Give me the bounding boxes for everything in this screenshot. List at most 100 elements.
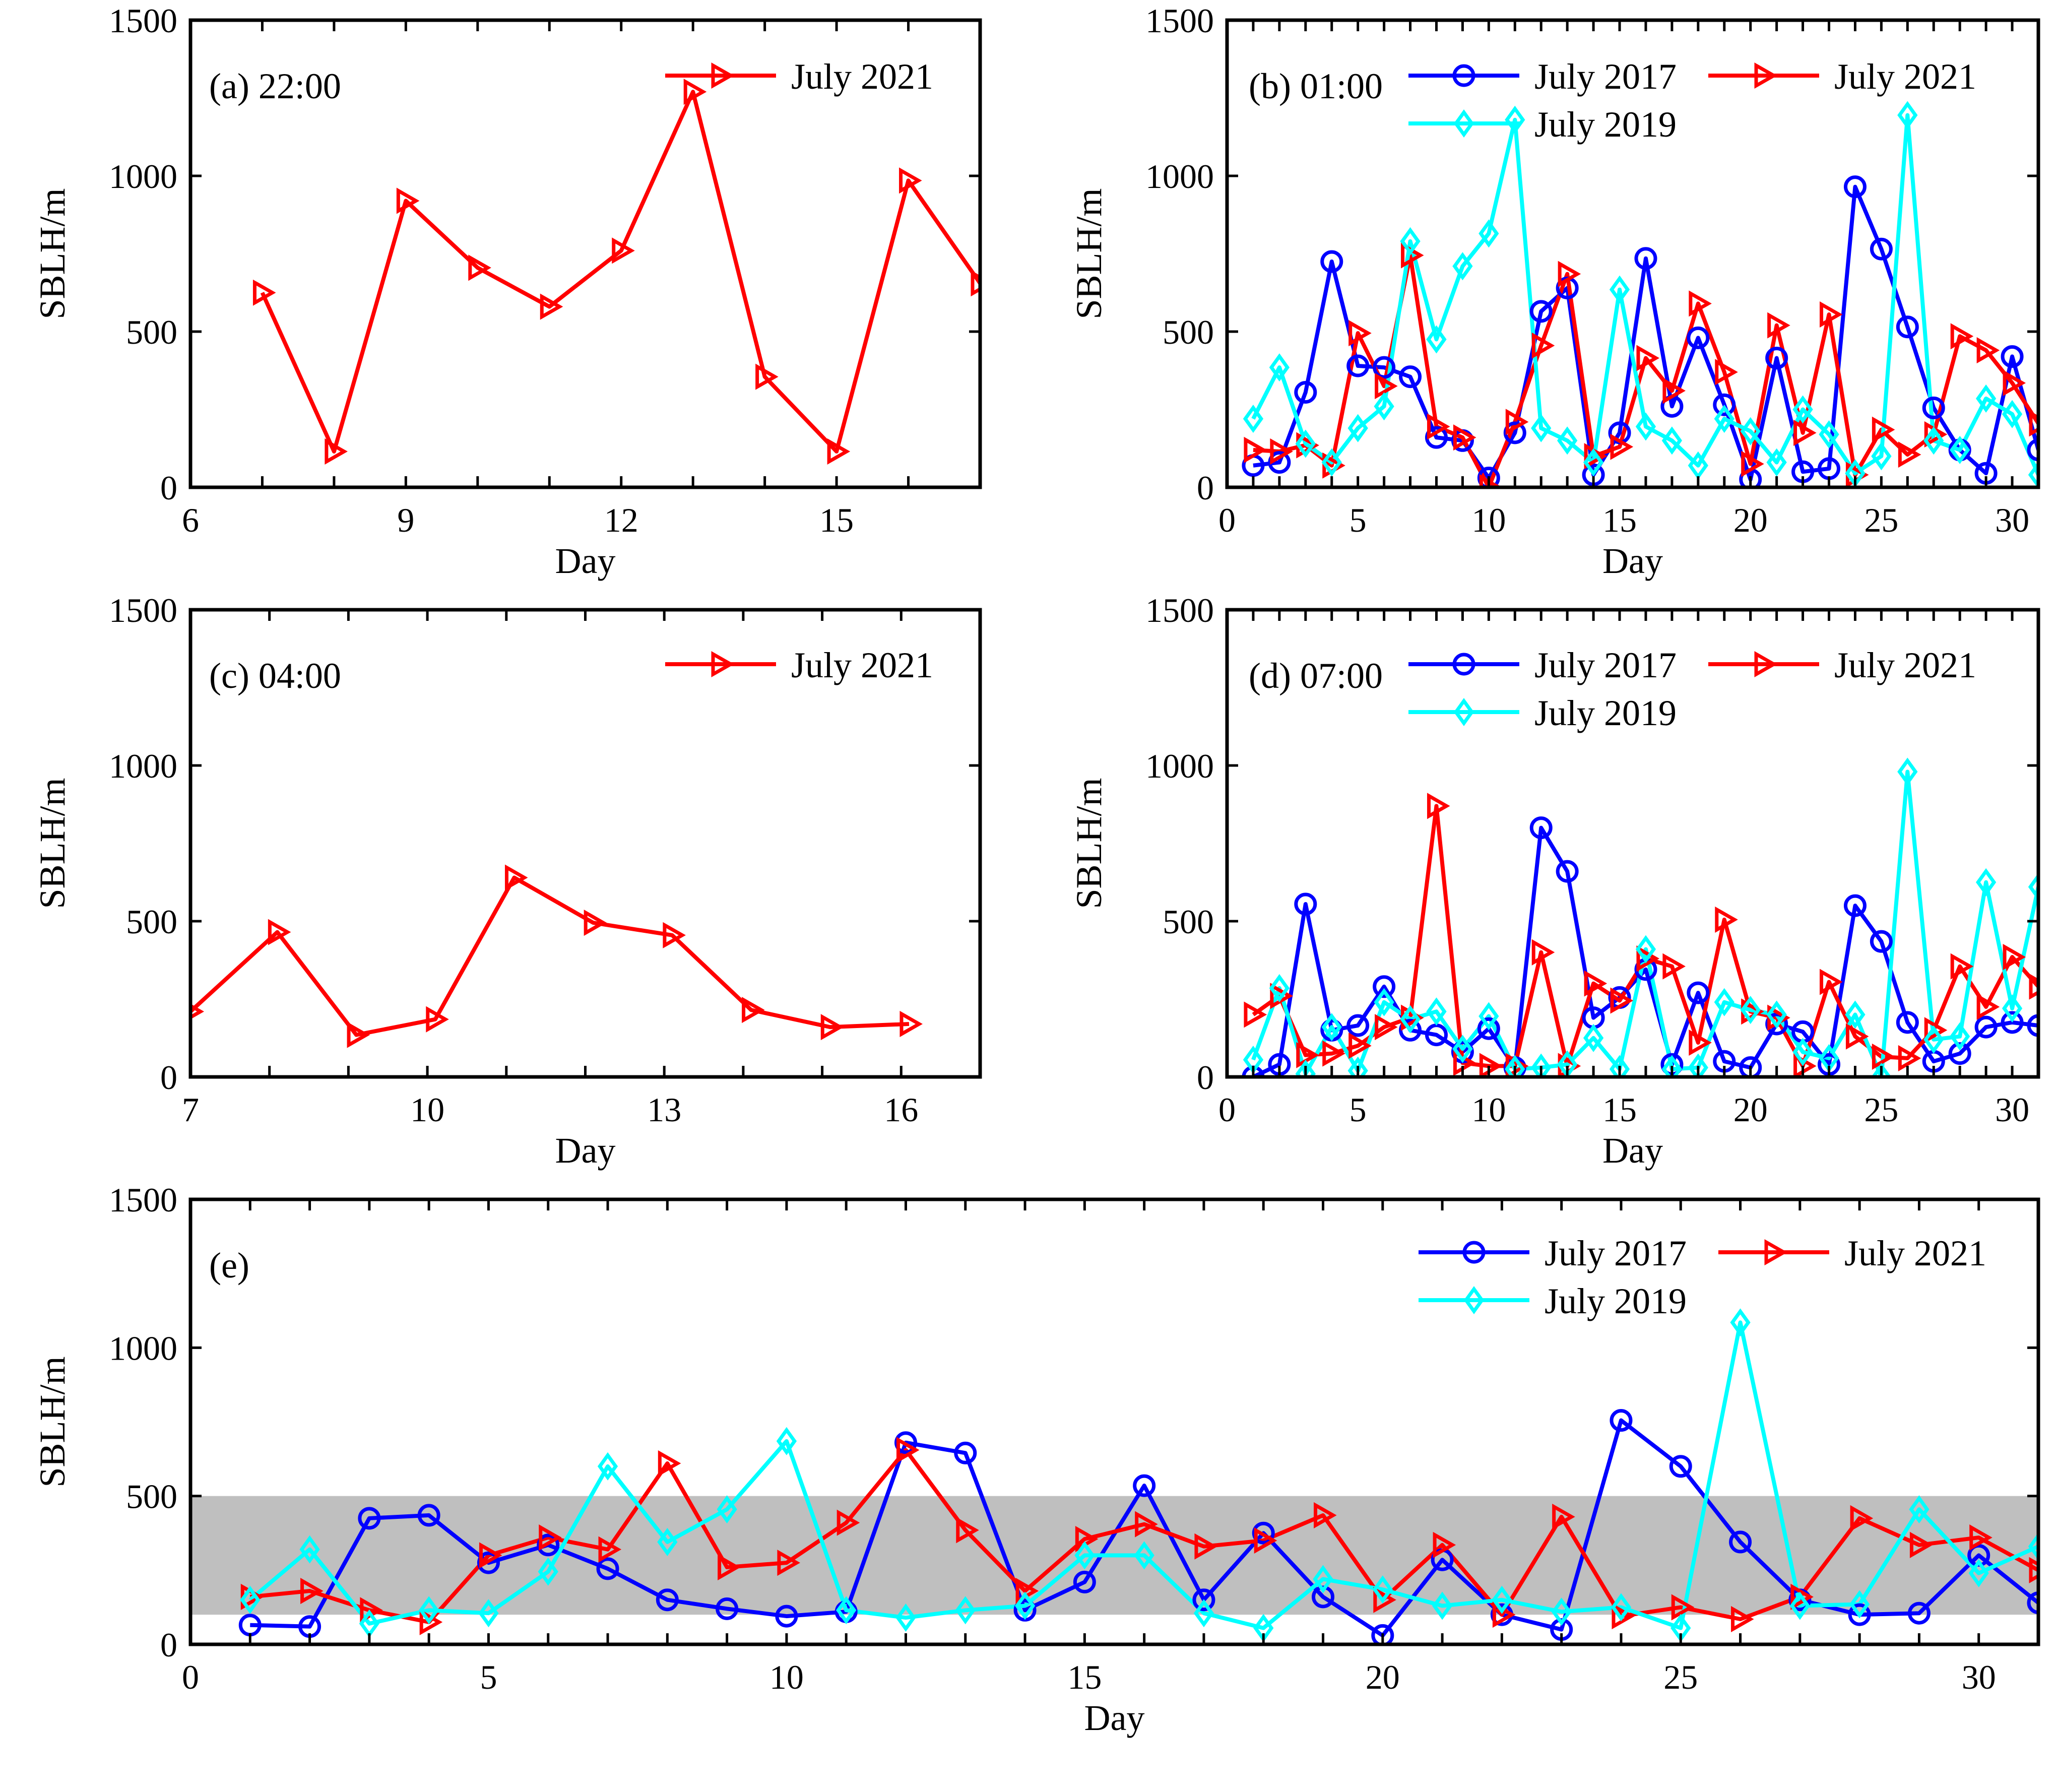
data-point bbox=[1948, 1042, 1971, 1065]
data-point bbox=[538, 1557, 558, 1586]
x-tick-label: 10 bbox=[769, 1658, 804, 1696]
data-point bbox=[1583, 448, 1604, 477]
legend-item-july-2017: July 2017 bbox=[1419, 1233, 1687, 1273]
series-line-july-2021 bbox=[260, 90, 980, 454]
data-point bbox=[1399, 365, 1422, 389]
data-point bbox=[1845, 1000, 1866, 1029]
data-point bbox=[1503, 421, 1526, 444]
data-point bbox=[899, 167, 922, 194]
data-point bbox=[1479, 219, 1499, 248]
data-point bbox=[1687, 981, 1710, 1004]
data-point bbox=[426, 1006, 449, 1033]
data-point bbox=[1373, 1586, 1396, 1613]
data-point bbox=[1609, 275, 1630, 304]
data-point bbox=[1400, 227, 1421, 255]
data-point bbox=[417, 1504, 440, 1527]
data-point bbox=[895, 1604, 916, 1632]
data-point bbox=[2029, 973, 2038, 1000]
data-point bbox=[1347, 414, 1368, 442]
data-point bbox=[1425, 426, 1448, 449]
data-point bbox=[1244, 436, 1267, 463]
data-point bbox=[1134, 1541, 1154, 1570]
x-tick-label: 30 bbox=[1962, 1658, 1996, 1696]
data-point bbox=[1848, 1603, 1871, 1626]
legend-marker bbox=[711, 651, 735, 678]
x-axis-label: Day bbox=[555, 1130, 616, 1171]
data-point bbox=[1609, 1055, 1630, 1077]
data-point bbox=[1843, 894, 1867, 917]
data-point bbox=[1372, 1575, 1393, 1604]
data-point bbox=[1135, 1511, 1158, 1538]
legend-marker bbox=[1754, 651, 1778, 678]
data-point bbox=[1477, 1017, 1500, 1040]
y-tick-label: 0 bbox=[1197, 469, 1214, 507]
x-tick-label: 0 bbox=[1218, 1091, 1236, 1129]
panel-label: (d) 07:00 bbox=[1249, 656, 1383, 696]
legend-label: July 2019 bbox=[1545, 1281, 1687, 1321]
data-point bbox=[1320, 250, 1343, 273]
data-point bbox=[1636, 345, 1660, 371]
data-point bbox=[896, 1437, 920, 1463]
legend-marker bbox=[1453, 109, 1474, 138]
data-point bbox=[1924, 1017, 1948, 1044]
data-point bbox=[827, 438, 851, 465]
x-tick-label: 13 bbox=[647, 1091, 681, 1129]
y-tick-label: 0 bbox=[160, 1058, 177, 1097]
data-point bbox=[1845, 1023, 1869, 1050]
data-point bbox=[1896, 315, 1919, 339]
data-point bbox=[1348, 1033, 1372, 1059]
legend-item-july-2019: July 2019 bbox=[1408, 104, 1677, 145]
data-point bbox=[954, 1441, 977, 1464]
data-point bbox=[1870, 930, 1893, 953]
data-point bbox=[1661, 1055, 1683, 1077]
y-tick-label: 1500 bbox=[1145, 2, 1214, 40]
data-point bbox=[837, 1509, 860, 1536]
data-point bbox=[1871, 1063, 1892, 1077]
x-tick-label: 15 bbox=[1602, 1091, 1637, 1129]
data-point bbox=[1321, 1013, 1342, 1042]
data-point bbox=[1583, 1023, 1604, 1052]
data-point bbox=[1584, 970, 1608, 997]
axes-frame bbox=[1225, 18, 2040, 489]
data-point bbox=[1968, 1559, 1989, 1587]
data-point bbox=[2028, 1532, 2038, 1561]
data-point bbox=[956, 1517, 979, 1544]
data-point bbox=[299, 1535, 320, 1564]
x-tick-label: 10 bbox=[410, 1091, 444, 1129]
x-tick-label: 7 bbox=[182, 1091, 199, 1129]
legend-marker bbox=[1764, 1239, 1788, 1266]
data-point bbox=[1254, 1527, 1277, 1554]
data-point bbox=[2029, 1557, 2038, 1583]
data-point bbox=[596, 1557, 619, 1580]
data-point bbox=[1296, 1042, 1319, 1068]
y-tick-label: 1500 bbox=[109, 1181, 177, 1219]
data-point bbox=[1897, 101, 1918, 130]
data-point bbox=[419, 1596, 439, 1625]
data-point bbox=[1432, 1591, 1453, 1620]
data-point bbox=[1505, 409, 1529, 435]
data-point bbox=[1374, 988, 1394, 1016]
data-point bbox=[1713, 393, 1736, 416]
data-point bbox=[658, 1450, 681, 1477]
y-tick-label: 500 bbox=[126, 313, 177, 351]
data-point bbox=[479, 1542, 502, 1569]
data-point bbox=[1400, 1005, 1421, 1034]
x-tick-label: 15 bbox=[1067, 1658, 1102, 1696]
chart-panel-e: 0 500 1000 1500 0 5 10 15 20 25 30 Day SBLH/m (e) July… bbox=[32, 1181, 2040, 1738]
data-point bbox=[1073, 1570, 1096, 1593]
data-point bbox=[2001, 1011, 2024, 1034]
data-point bbox=[1268, 451, 1291, 474]
data-point bbox=[1531, 332, 1555, 359]
data-point bbox=[1896, 1011, 1919, 1034]
y-tick-label: 500 bbox=[1163, 903, 1214, 941]
data-point bbox=[2002, 400, 2023, 428]
data-point bbox=[1662, 953, 1686, 980]
data-point bbox=[1558, 261, 1581, 287]
data-point bbox=[1295, 429, 1316, 458]
data-point bbox=[1269, 974, 1290, 1002]
data-point bbox=[1898, 1045, 1921, 1071]
data-point bbox=[1790, 1583, 1814, 1610]
data-point bbox=[1741, 451, 1764, 477]
data-point bbox=[1426, 997, 1447, 1026]
